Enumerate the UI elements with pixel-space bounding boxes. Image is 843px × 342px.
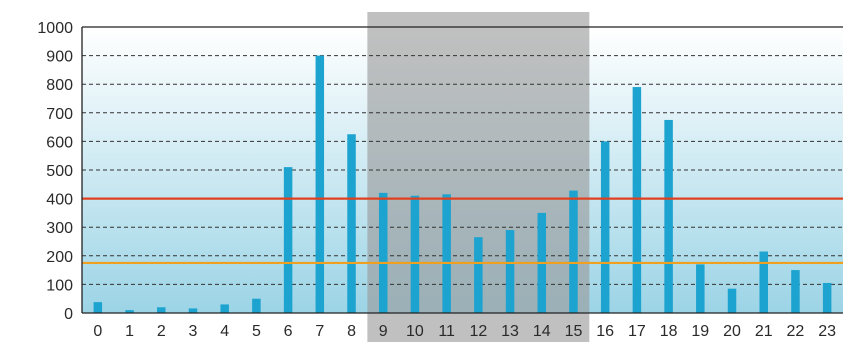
x-tick-label-9: 9 <box>379 323 388 340</box>
bar-11 <box>442 194 451 313</box>
x-tick-label-3: 3 <box>189 323 198 340</box>
x-tick-label-4: 4 <box>220 323 229 340</box>
x-tick-label-5: 5 <box>252 323 261 340</box>
bar-9 <box>378 192 388 313</box>
y-tick-label-800: 800 <box>46 77 73 94</box>
bar-8 <box>347 134 356 313</box>
x-tick-label-14: 14 <box>533 323 551 340</box>
x-tick-label-15: 15 <box>565 323 583 340</box>
bar-5 <box>252 298 261 313</box>
x-tick-label-19: 19 <box>691 323 709 340</box>
x-tick-label-8: 8 <box>347 323 356 340</box>
x-tick-label-10: 10 <box>406 323 424 340</box>
bar-17 <box>632 87 642 313</box>
bar-13 <box>505 230 515 313</box>
bar-16 <box>600 141 610 313</box>
bar-1 <box>125 310 134 313</box>
x-tick-label-11: 11 <box>438 323 455 340</box>
x-tick-label-0: 0 <box>93 323 102 340</box>
y-tick-label-900: 900 <box>46 49 73 66</box>
y-tick-label-300: 300 <box>46 220 73 237</box>
x-tick-label-12: 12 <box>469 323 487 340</box>
x-tick-label-13: 13 <box>501 323 519 340</box>
bar-22 <box>791 270 800 313</box>
x-tick-label-21: 21 <box>755 323 773 340</box>
x-tick-label-23: 23 <box>818 323 836 340</box>
bar-6 <box>283 167 293 313</box>
bar-0 <box>93 302 103 313</box>
y-tick-label-0: 0 <box>64 306 73 323</box>
x-tick-label-17: 17 <box>628 323 646 340</box>
y-tick-label-100: 100 <box>46 277 73 294</box>
y-tick-label-700: 700 <box>46 106 73 123</box>
y-tick-label-200: 200 <box>46 249 73 266</box>
x-tick-label-2: 2 <box>157 323 166 340</box>
bar-18 <box>664 119 673 313</box>
x-tick-label-18: 18 <box>660 323 678 340</box>
y-tick-label-400: 400 <box>46 192 73 209</box>
bar-20 <box>727 288 737 313</box>
x-tick-label-22: 22 <box>787 323 805 340</box>
bar-23 <box>822 282 832 313</box>
bar-4 <box>220 304 229 313</box>
x-tick-label-6: 6 <box>284 323 293 340</box>
bar-12 <box>474 237 483 313</box>
bar-10 <box>410 195 420 313</box>
x-tick-label-7: 7 <box>315 323 324 340</box>
y-tick-label-1000: 1000 <box>37 20 73 37</box>
bar-15 <box>569 190 578 313</box>
x-tick-label-20: 20 <box>723 323 741 340</box>
x-tick-label-1: 1 <box>125 323 134 340</box>
bar-3 <box>188 308 198 313</box>
y-tick-label-500: 500 <box>46 163 73 180</box>
x-tick-label-16: 16 <box>596 323 614 340</box>
bar-2 <box>157 307 166 313</box>
bar-7 <box>315 55 325 313</box>
y-tick-label-600: 600 <box>46 134 73 151</box>
bar-21 <box>759 251 768 313</box>
bar-19 <box>696 264 705 313</box>
